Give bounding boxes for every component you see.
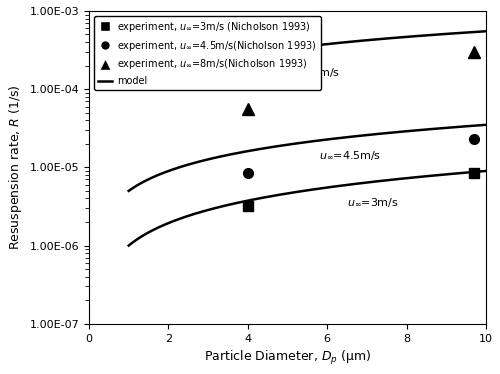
Text: $u_{\infty}$=4.5m/s: $u_{\infty}$=4.5m/s: [320, 150, 382, 162]
Legend: experiment, $u_{\infty}$=3m/s (Nicholson 1993), experiment, $u_{\infty}$=4.5m/s(: experiment, $u_{\infty}$=3m/s (Nicholson…: [94, 16, 320, 90]
Text: $u_{\infty}$=8m/s: $u_{\infty}$=8m/s: [288, 67, 340, 79]
Text: $u_{\infty}$=3m/s: $u_{\infty}$=3m/s: [347, 197, 399, 209]
Y-axis label: Resuspension rate, $R$ (1/s): Resuspension rate, $R$ (1/s): [7, 85, 24, 250]
X-axis label: Particle Diameter, $D_p$ (μm): Particle Diameter, $D_p$ (μm): [204, 349, 371, 367]
